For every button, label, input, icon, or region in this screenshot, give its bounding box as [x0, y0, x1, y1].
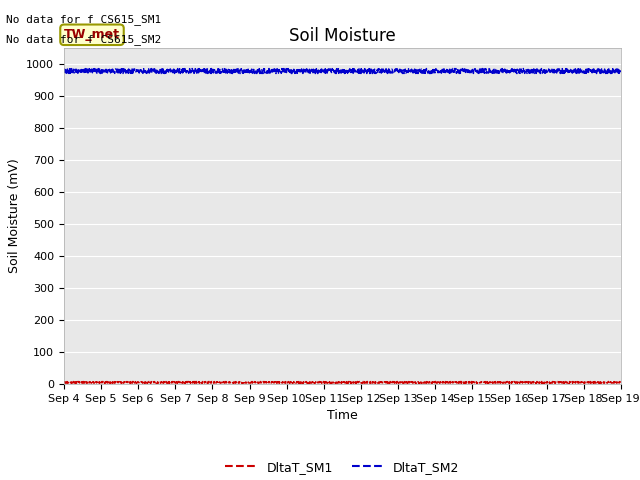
DltaT_SM1 — [60, 380, 68, 385]
DltaT_SM1 — [331, 380, 339, 386]
Text: TW_met: TW_met — [64, 28, 120, 41]
Line: DltaT_SM1: DltaT_SM1 — [64, 382, 621, 384]
DltaT_SM1 — [601, 379, 609, 385]
DltaT_SM1 — [316, 379, 324, 384]
Line: DltaT_SM2: DltaT_SM2 — [64, 69, 621, 73]
DltaT_SM1 — [617, 380, 625, 386]
DltaT_SM1 — [499, 380, 506, 386]
DltaT_SM1 — [208, 379, 216, 384]
Title: Soil Moisture: Soil Moisture — [289, 27, 396, 45]
X-axis label: Time: Time — [327, 409, 358, 422]
Text: No data for f CS615_SM2: No data for f CS615_SM2 — [6, 34, 162, 45]
DltaT_SM2 — [60, 70, 68, 75]
DltaT_SM2 — [601, 70, 609, 76]
DltaT_SM2 — [316, 69, 324, 75]
Text: No data for f CS615_SM1: No data for f CS615_SM1 — [6, 14, 162, 25]
DltaT_SM1 — [602, 379, 609, 385]
DltaT_SM2 — [617, 70, 625, 76]
DltaT_SM2 — [331, 67, 339, 72]
DltaT_SM1 — [595, 381, 603, 386]
DltaT_SM2 — [602, 69, 609, 74]
DltaT_SM2 — [312, 71, 319, 76]
DltaT_SM2 — [88, 70, 96, 76]
Y-axis label: Soil Moisture (mV): Soil Moisture (mV) — [8, 158, 20, 274]
Legend: DltaT_SM1, DltaT_SM2: DltaT_SM1, DltaT_SM2 — [220, 456, 465, 479]
DltaT_SM2 — [520, 66, 527, 72]
DltaT_SM2 — [499, 69, 506, 74]
DltaT_SM1 — [88, 380, 96, 385]
